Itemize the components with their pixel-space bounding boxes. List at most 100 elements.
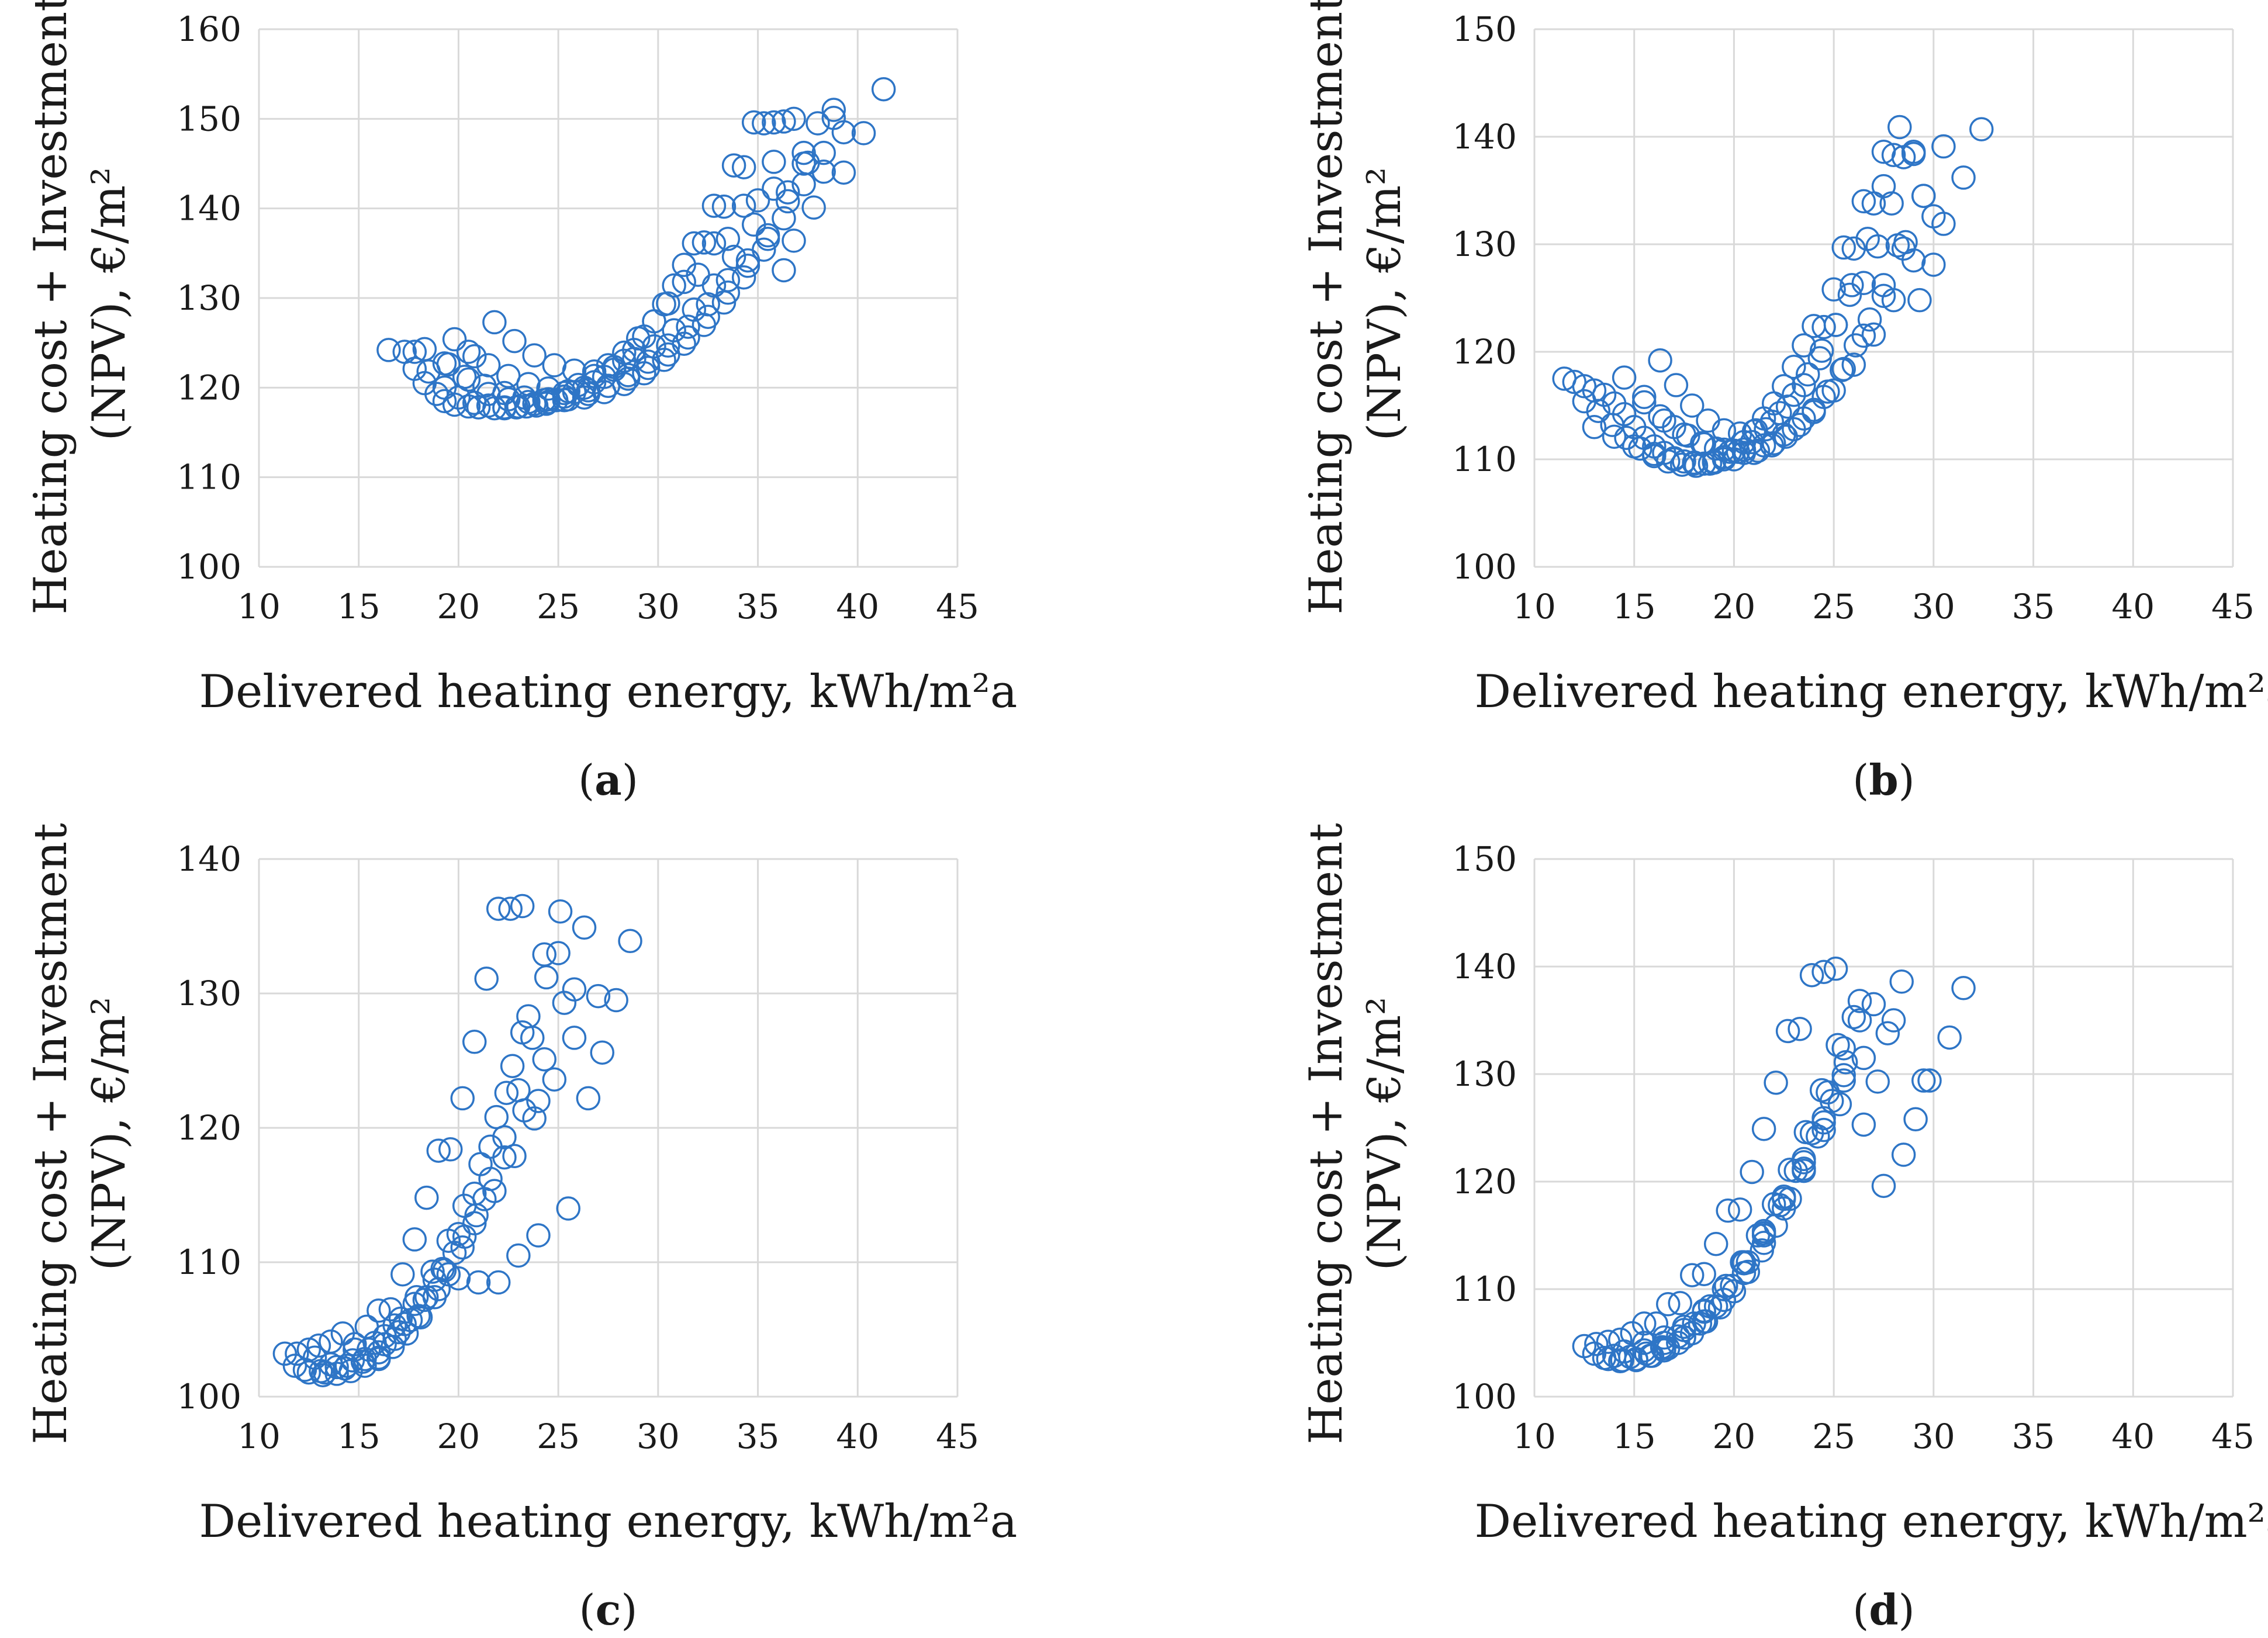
data-point: [552, 991, 577, 1015]
data-point: [821, 106, 846, 130]
data-point: [1831, 1068, 1856, 1093]
data-point: [1572, 389, 1597, 414]
data-point: [420, 1259, 445, 1284]
data-point: [721, 244, 746, 269]
data-point: [1831, 1036, 1856, 1061]
data-point: [731, 193, 756, 218]
data-point: [1672, 1325, 1696, 1350]
data-point: [782, 106, 806, 131]
data-point: [1792, 1158, 1816, 1183]
data-point: [1584, 1332, 1609, 1356]
data-point: [1652, 1325, 1676, 1350]
data-point: [382, 1313, 407, 1338]
y-tick-label: 110: [177, 458, 241, 497]
data-point: [532, 1047, 556, 1072]
x-tick-label: 35: [737, 1417, 780, 1456]
data-point: [1676, 423, 1700, 448]
x-tick-label: 10: [1513, 1417, 1556, 1456]
data-point: [446, 1266, 471, 1291]
data-point: [367, 1298, 391, 1323]
data-point: [438, 1137, 463, 1162]
x-tick-label: 25: [1812, 587, 1855, 626]
data-point: [642, 309, 666, 334]
data-point: [482, 1179, 507, 1203]
data-point: [492, 380, 517, 406]
data-point: [1692, 1262, 1716, 1286]
data-point: [1745, 438, 1771, 463]
data-point: [1692, 1309, 1716, 1334]
data-point: [1809, 1078, 1834, 1103]
data-point: [1871, 1173, 1896, 1199]
data-point: [762, 150, 786, 174]
data-point: [1692, 1298, 1716, 1323]
y-tick-label: 130: [177, 278, 241, 318]
data-point: [735, 254, 760, 278]
data-point: [701, 273, 727, 298]
data-point: [1612, 1339, 1637, 1364]
data-point: [362, 1331, 387, 1355]
data-point: [402, 1291, 427, 1317]
data-point: [392, 1312, 417, 1336]
chart-panel-d: 10 15 20 25 30 35 40 45 100 110 120 130 140 150 Delive…: [1300, 823, 2268, 1634]
data-point: [1816, 379, 1840, 404]
data-point: [1727, 421, 1752, 446]
data-point: [662, 318, 686, 342]
data-point: [1764, 1070, 1788, 1095]
gridlines: [258, 28, 959, 568]
data-point: [536, 390, 561, 414]
data-point: [390, 1262, 415, 1287]
panel-label-open: (: [1852, 756, 1869, 805]
data-point: [562, 1026, 587, 1050]
y-tick-label: 110: [1452, 1269, 1517, 1309]
y-tick-label: 130: [177, 974, 241, 1013]
data-point: [1881, 1008, 1906, 1033]
data-point: [1851, 189, 1876, 214]
data-point: [486, 896, 511, 921]
data-point: [462, 344, 487, 369]
y-axis-title-line2: (NPV), €/m²: [1358, 997, 1411, 1271]
data-point: [831, 160, 856, 185]
data-point: [1788, 413, 1812, 437]
data-point: [1772, 1186, 1796, 1211]
data-point: [590, 1040, 615, 1065]
x-tick-label: 30: [1912, 1417, 1955, 1456]
data-point: [486, 1270, 511, 1295]
data-point: [450, 1235, 475, 1260]
panel-label-close: ): [621, 1585, 637, 1634]
data-point: [772, 109, 796, 134]
x-tick-label: 40: [836, 587, 879, 626]
data-point: [516, 1004, 541, 1028]
data-point: [701, 193, 727, 218]
data-point: [791, 140, 816, 165]
data-point: [1865, 1069, 1890, 1094]
data-point: [752, 111, 776, 136]
panel-label-close: ): [1899, 756, 1915, 805]
data-point: [672, 269, 696, 295]
data-point: [692, 230, 717, 255]
data-point: [618, 929, 642, 954]
y-tick-label: 150: [1452, 9, 1517, 49]
data-point: [1731, 441, 1757, 465]
data-point: [502, 328, 527, 354]
data-point: [406, 1304, 431, 1328]
data-point: [1806, 1124, 1830, 1149]
data-point: [1602, 424, 1627, 449]
data-point: [372, 1332, 397, 1357]
data-point: [1861, 322, 1886, 347]
data-point: [516, 372, 541, 396]
data-point: [656, 333, 680, 358]
data-point: [1727, 1197, 1752, 1222]
data-point: [1851, 271, 1876, 295]
y-tick-label: 100: [1452, 547, 1517, 587]
y-tick-label: 110: [1452, 439, 1517, 479]
data-point: [496, 387, 521, 412]
data-point: [1911, 1068, 1936, 1093]
y-tick-label: 120: [1452, 1162, 1517, 1201]
x-tick-label: 45: [2211, 1417, 2255, 1456]
y-tick-label: 140: [177, 189, 241, 228]
data-points: [1552, 115, 1994, 478]
data-point: [296, 1360, 321, 1385]
data-point: [1656, 1292, 1681, 1317]
data-point: [494, 1081, 519, 1105]
